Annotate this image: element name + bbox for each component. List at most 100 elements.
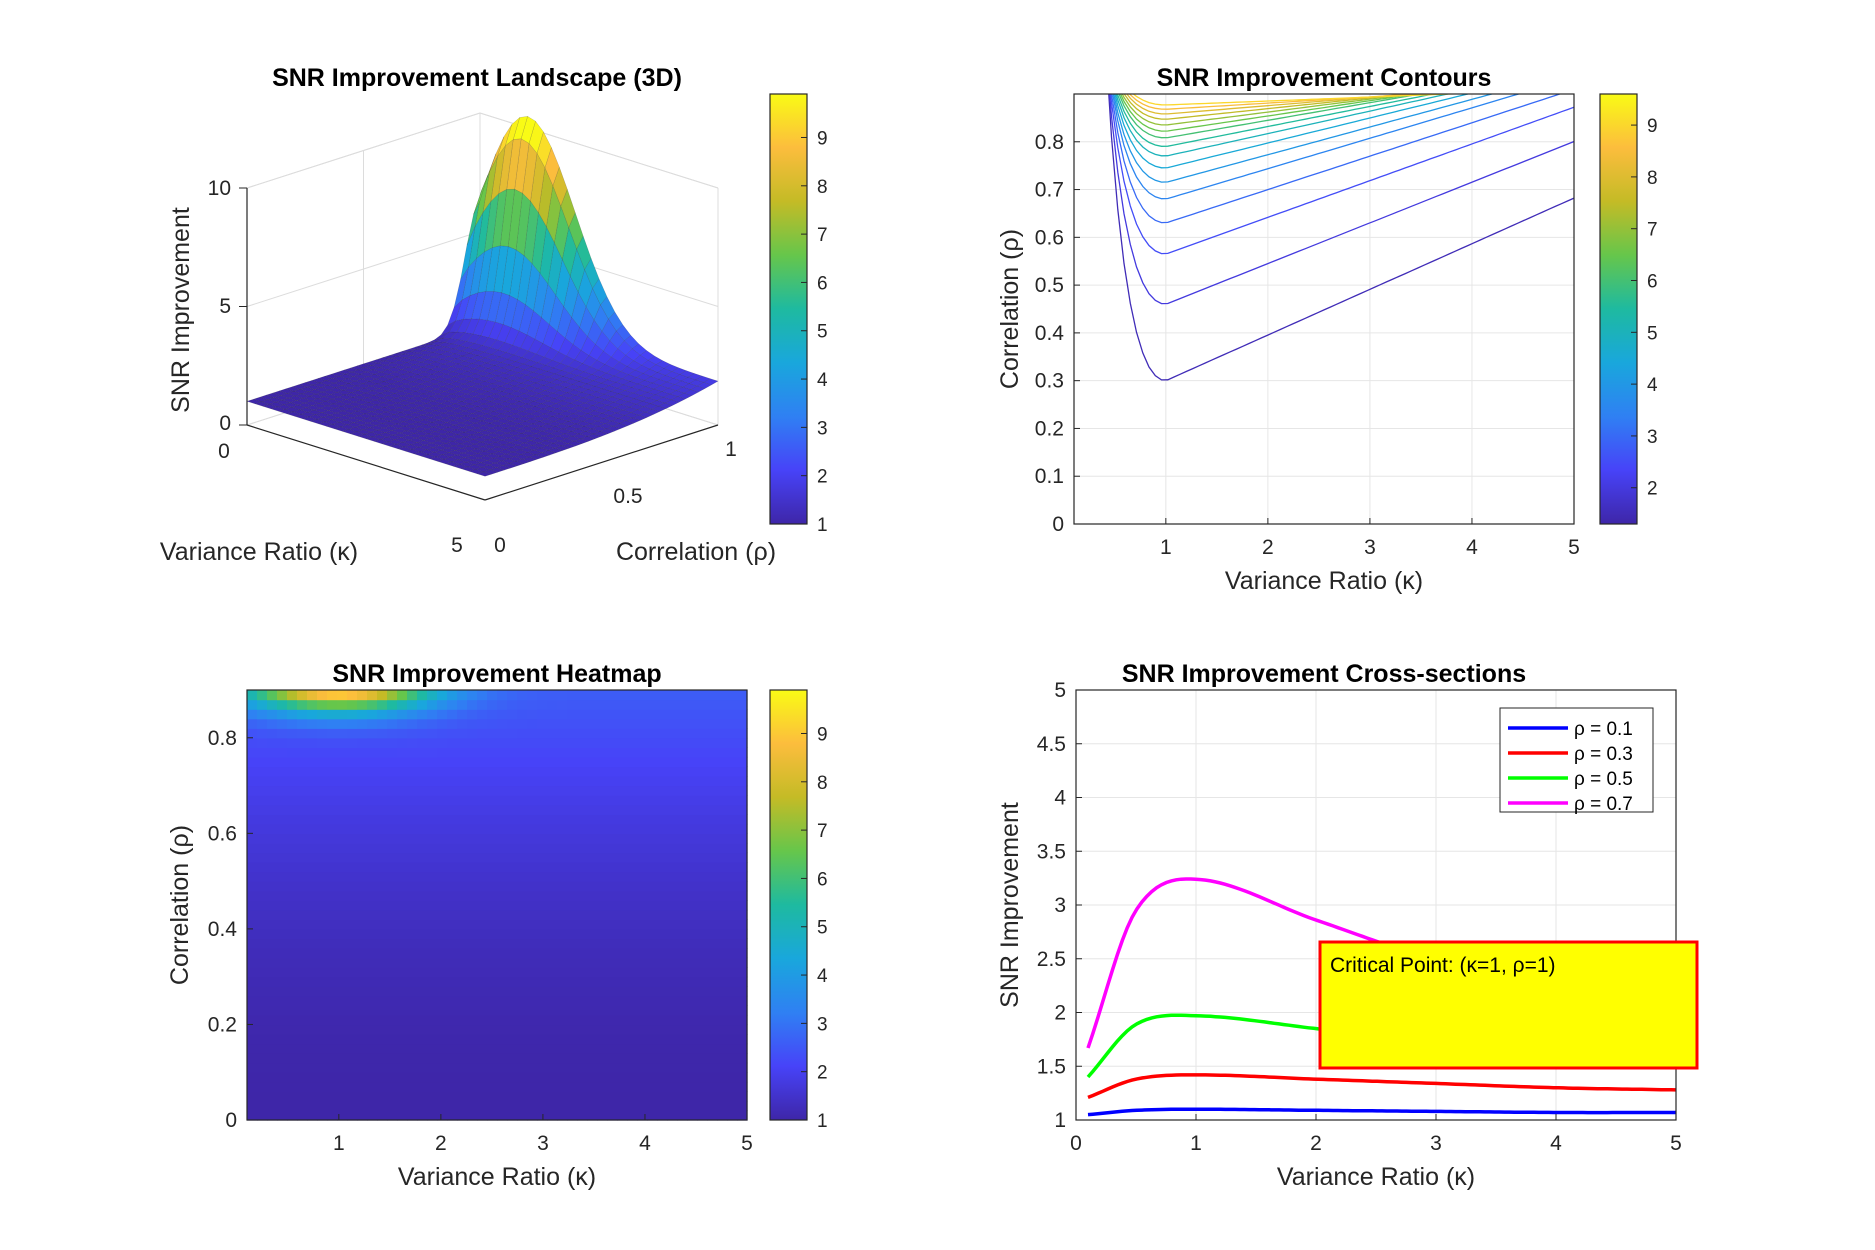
legend-label: ρ = 0.7 [1574, 794, 1633, 815]
heatmap-cell [307, 842, 318, 854]
heatmap-cell [477, 709, 488, 720]
heatmap-cell [447, 1062, 458, 1073]
heatmap-cell [497, 814, 508, 825]
heatmap-cell [527, 776, 538, 787]
heatmap-cell [357, 1062, 368, 1073]
heatmap-cell [307, 747, 318, 758]
heatmap-cell [247, 986, 258, 997]
heatmap-cell [397, 957, 408, 968]
heatmap-cell [487, 804, 498, 815]
heatmap-cell [287, 795, 298, 806]
heatmap-cell [517, 795, 528, 806]
heatmap-cell [297, 814, 308, 825]
heatmap-cell [697, 766, 708, 777]
heatmap-cell [267, 900, 278, 911]
heatmap-cell [577, 1072, 588, 1083]
heatmap-cell [417, 928, 428, 940]
heatmap-cell [257, 1034, 268, 1045]
heatmap-cell [717, 737, 728, 748]
heatmap-cell [737, 814, 748, 825]
heatmap-cell [567, 919, 578, 930]
heatmap-cell [367, 756, 378, 768]
heatmap-cell [417, 890, 428, 901]
heatmap-cell [337, 804, 348, 815]
heatmap-cell [287, 709, 298, 720]
heatmap-cell [577, 718, 588, 729]
heatmap-cell [247, 900, 258, 911]
heatmap-cell [547, 709, 558, 720]
heatmap-cell [587, 1062, 598, 1073]
heatmap-cell [347, 1005, 358, 1016]
heatmap-cell [447, 1081, 458, 1092]
heatmap-cell [587, 842, 598, 854]
heatmap-cell [317, 881, 328, 892]
heatmap-cell [277, 747, 288, 758]
heatmap-cell [617, 890, 628, 901]
heatmap-cell [537, 1043, 548, 1054]
heatmap-cell [297, 976, 308, 987]
heatmap-cell [267, 852, 278, 863]
heatmap-cell [387, 957, 398, 968]
heatmap-cell [717, 862, 728, 873]
heatmap-cell [447, 995, 458, 1006]
heatmap-cell [687, 1062, 698, 1073]
heatmap-cell [507, 842, 518, 854]
heatmap-cell [617, 919, 628, 930]
heatmap-cell [727, 842, 738, 854]
heatmap-cell [727, 871, 738, 882]
heatmap-cell [427, 909, 438, 920]
heatmap-cell [507, 852, 518, 863]
heatmap-cell [717, 1053, 728, 1064]
heatmap-cell [347, 938, 358, 949]
heatmap-cell [257, 1100, 268, 1112]
heatmap-cell [417, 852, 428, 863]
y-tick-label: 4.5 [1037, 733, 1066, 756]
heatmap-cell [587, 823, 598, 834]
heatmap-cell [647, 986, 658, 997]
heatmap-cell [497, 909, 508, 920]
heatmap-cell [327, 862, 338, 873]
heatmap-cell [667, 1062, 678, 1073]
heatmap-cell [407, 1081, 418, 1092]
heatmap-cell [507, 919, 518, 930]
critical-point-annotation: Critical Point: (κ=1, ρ=1) [1318, 940, 1699, 1070]
heatmap-cell [727, 1110, 738, 1121]
heatmap-cell [277, 814, 288, 825]
heatmap-cell [487, 766, 498, 777]
heatmap-cell [447, 795, 458, 806]
heatmap-cell [707, 890, 718, 901]
annotation-text: Critical Point: (κ=1, ρ=1) [1330, 954, 1556, 977]
heatmap-cell [407, 1005, 418, 1016]
heatmap-cell [577, 957, 588, 968]
y-tick-label: 0 [1052, 513, 1064, 536]
heatmap-cell [637, 1014, 648, 1026]
heatmap-cell [407, 976, 418, 987]
heatmap-cell [617, 976, 628, 987]
heatmap-cell [677, 1100, 688, 1112]
heatmap-cell [717, 871, 728, 882]
heatmap-cell [637, 728, 648, 739]
heatmap-cell [537, 756, 548, 768]
heatmap-cell [517, 785, 528, 796]
crosssection-ylabel: SNR Improvement [996, 802, 1024, 1008]
heatmap-cell [287, 871, 298, 882]
heatmap-cell [567, 728, 578, 739]
colorbar-tick-label: 1 [817, 1111, 828, 1132]
heatmap-cell [427, 718, 438, 729]
heatmap-cell [477, 823, 488, 834]
heatmap-cell [387, 862, 398, 873]
heatmap-cell [507, 967, 518, 978]
heatmap-cell [507, 814, 518, 825]
heatmap-cell [627, 785, 638, 796]
heatmap-cell [527, 890, 538, 901]
heatmap-cell [457, 948, 468, 959]
heatmap-cell [547, 718, 558, 729]
heatmap-cell [587, 1072, 598, 1083]
y-tick-label: 3.5 [1037, 840, 1066, 863]
heatmap-cell [537, 928, 548, 940]
heatmap-cell [497, 1005, 508, 1016]
heatmap-cell [467, 709, 478, 720]
heatmap-cell [247, 823, 258, 834]
heatmap-cell [657, 871, 668, 882]
heatmap-cell [317, 756, 328, 768]
